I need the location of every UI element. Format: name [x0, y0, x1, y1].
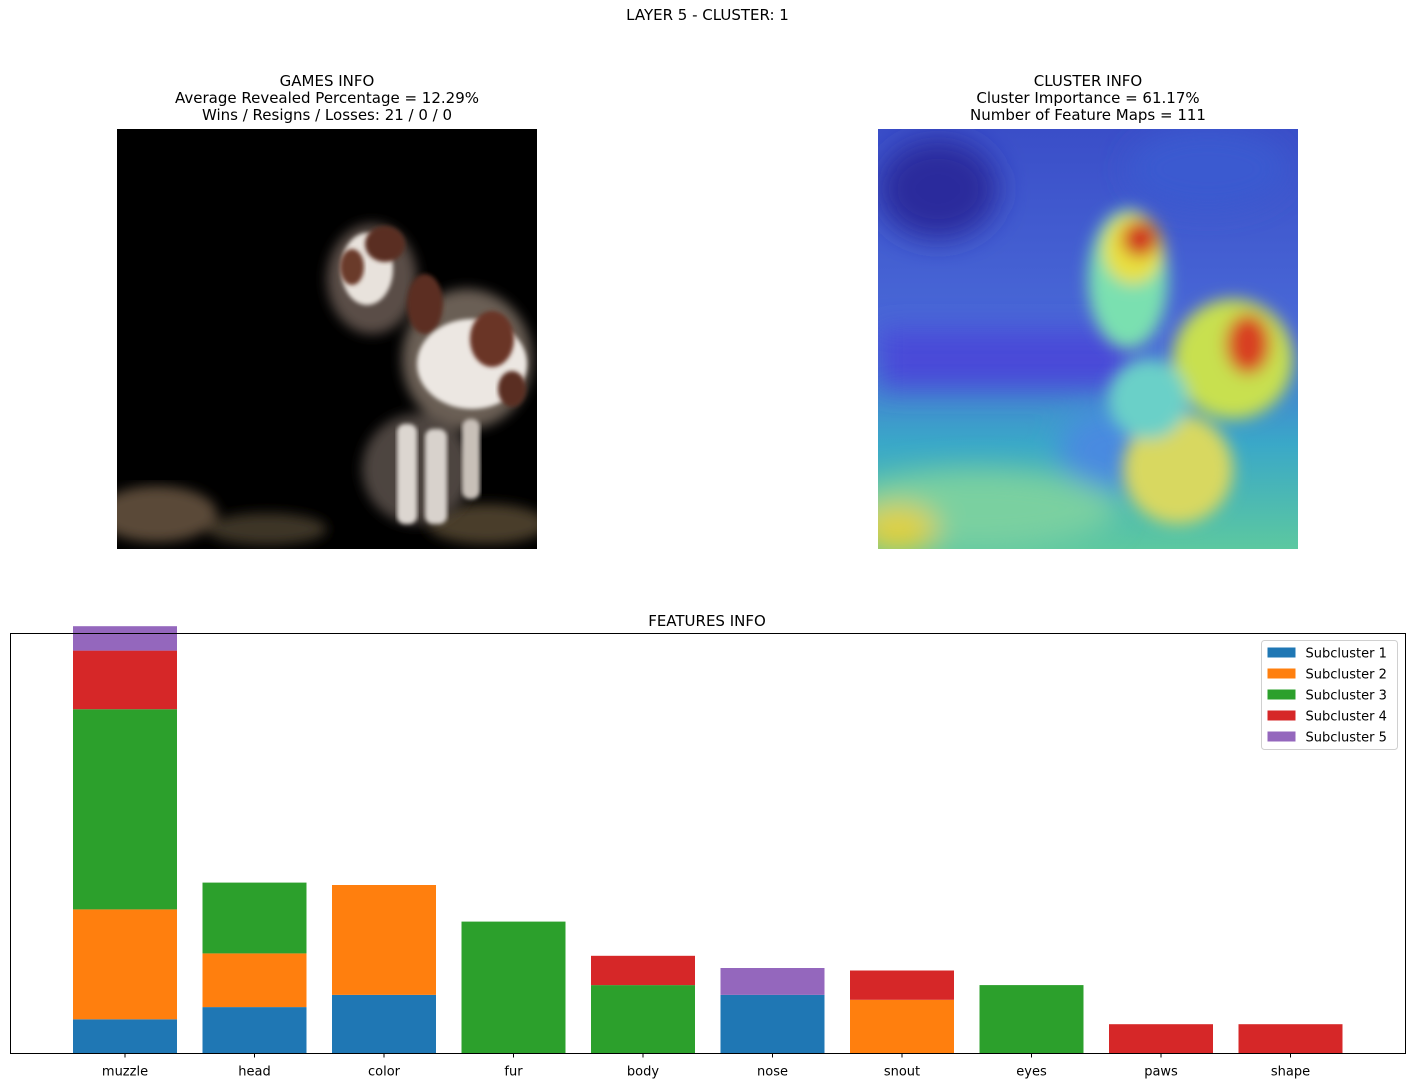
games-info-heading: GAMES INFO [279, 72, 375, 90]
cluster-heatmap-image [878, 129, 1298, 549]
x-tick-label: shape [1271, 1065, 1310, 1080]
bar-head-subcluster-2 [202, 953, 307, 1008]
bar-fur-subcluster-3 [461, 921, 566, 1054]
figure-suptitle: LAYER 5 - CLUSTER: 1 [626, 6, 789, 24]
bar-head-subcluster-3 [202, 882, 307, 954]
cluster-info-heading: CLUSTER INFO [1033, 72, 1143, 90]
legend-label-subcluster-4: Subcluster 4 [1306, 710, 1387, 725]
cluster-info-importance: Cluster Importance = 61.17% [976, 89, 1200, 107]
legend: Subcluster 1 Subcluster 2 Subcluster 3 Subc… [1261, 640, 1398, 750]
x-tick-label: color [368, 1065, 401, 1080]
x-tick-label: snout [884, 1065, 920, 1080]
bar-muzzle-subcluster-1 [73, 1019, 177, 1054]
plot-frame [10, 633, 1406, 1054]
cluster-info-feature-maps: Number of Feature Maps = 111 [970, 106, 1206, 124]
bar-muzzle-subcluster-4 [73, 650, 177, 710]
revealed-dog-image [117, 129, 537, 549]
legend-swatch-subcluster-5 [1267, 731, 1296, 742]
x-tick-label: muzzle [102, 1065, 148, 1080]
bar-muzzle-subcluster-2 [73, 909, 177, 1020]
x-tick-label: eyes [1016, 1065, 1047, 1080]
bar-color-subcluster-1 [332, 994, 436, 1054]
bar-snout-subcluster-4 [850, 970, 954, 1000]
legend-swatch-subcluster-2 [1267, 668, 1296, 679]
legend-box [1261, 640, 1398, 750]
games-info-results: Wins / Resigns / Losses: 21 / 0 / 0 [201, 106, 453, 124]
x-tick-label: paws [1144, 1065, 1178, 1080]
bar-snout-subcluster-2 [850, 999, 954, 1054]
legend-swatch-subcluster-3 [1267, 689, 1296, 700]
bar-eyes-subcluster-3 [979, 985, 1084, 1054]
bar-paws-subcluster-4 [1109, 1024, 1213, 1054]
bar-body-subcluster-4 [591, 955, 695, 986]
legend-label-subcluster-1: Subcluster 1 [1306, 647, 1387, 662]
bar-nose-subcluster-1 [720, 994, 825, 1054]
bar-body-subcluster-3 [591, 985, 695, 1054]
x-tick-label: nose [757, 1065, 788, 1080]
legend-label-subcluster-3: Subcluster 3 [1306, 689, 1387, 704]
games-info-title: GAMES INFO Average Revealed Percentage =… [117, 73, 537, 124]
bars-layer [73, 626, 1343, 1054]
x-tick-label: head [238, 1065, 270, 1080]
bar-nose-subcluster-5 [720, 968, 825, 995]
bar-head-subcluster-1 [202, 1007, 307, 1054]
bar-muzzle-subcluster-5 [73, 626, 177, 651]
bar-shape-subcluster-4 [1238, 1024, 1343, 1054]
legend-label-subcluster-2: Subcluster 2 [1306, 668, 1387, 683]
chart-title: FEATURES INFO [648, 612, 766, 630]
x-tick-label: body [627, 1065, 659, 1080]
legend-swatch-subcluster-4 [1267, 710, 1296, 721]
games-info-revealed: Average Revealed Percentage = 12.29% [174, 89, 479, 107]
bar-muzzle-subcluster-3 [73, 709, 177, 910]
x-axis: muzzle head color fur body nose snout eyes paws s… [102, 1053, 1310, 1080]
legend-label-subcluster-5: Subcluster 5 [1306, 731, 1387, 746]
x-tick-label: fur [504, 1065, 523, 1080]
cluster-info-title: CLUSTER INFO Cluster Importance = 61.17%… [878, 73, 1298, 124]
legend-swatch-subcluster-1 [1267, 647, 1296, 658]
bar-color-subcluster-2 [332, 885, 436, 995]
